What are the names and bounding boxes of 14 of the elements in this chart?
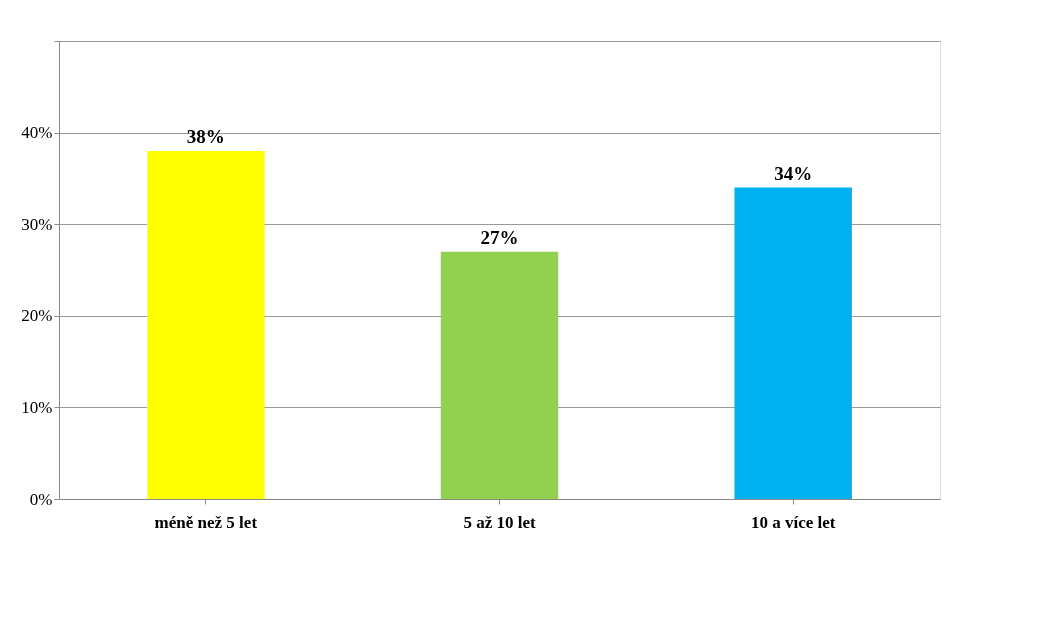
data-label: 34%	[774, 162, 813, 184]
y-tick-label: 40%	[21, 123, 53, 143]
y-tick-label: 30%	[21, 214, 53, 234]
data-label: 27%	[480, 226, 519, 248]
bar	[734, 187, 852, 499]
data-label: 38%	[186, 125, 225, 147]
x-tick-label: 10 a více let	[750, 512, 836, 532]
y-tick-label: 20%	[21, 306, 53, 326]
x-tick-label: 5 až 10 let	[463, 512, 536, 532]
bar	[147, 150, 265, 499]
x-tick-label: méně než 5 let	[154, 512, 258, 532]
bar	[440, 251, 559, 499]
y-tick-label: 0%	[29, 489, 53, 509]
y-tick-label: 10%	[21, 397, 53, 417]
